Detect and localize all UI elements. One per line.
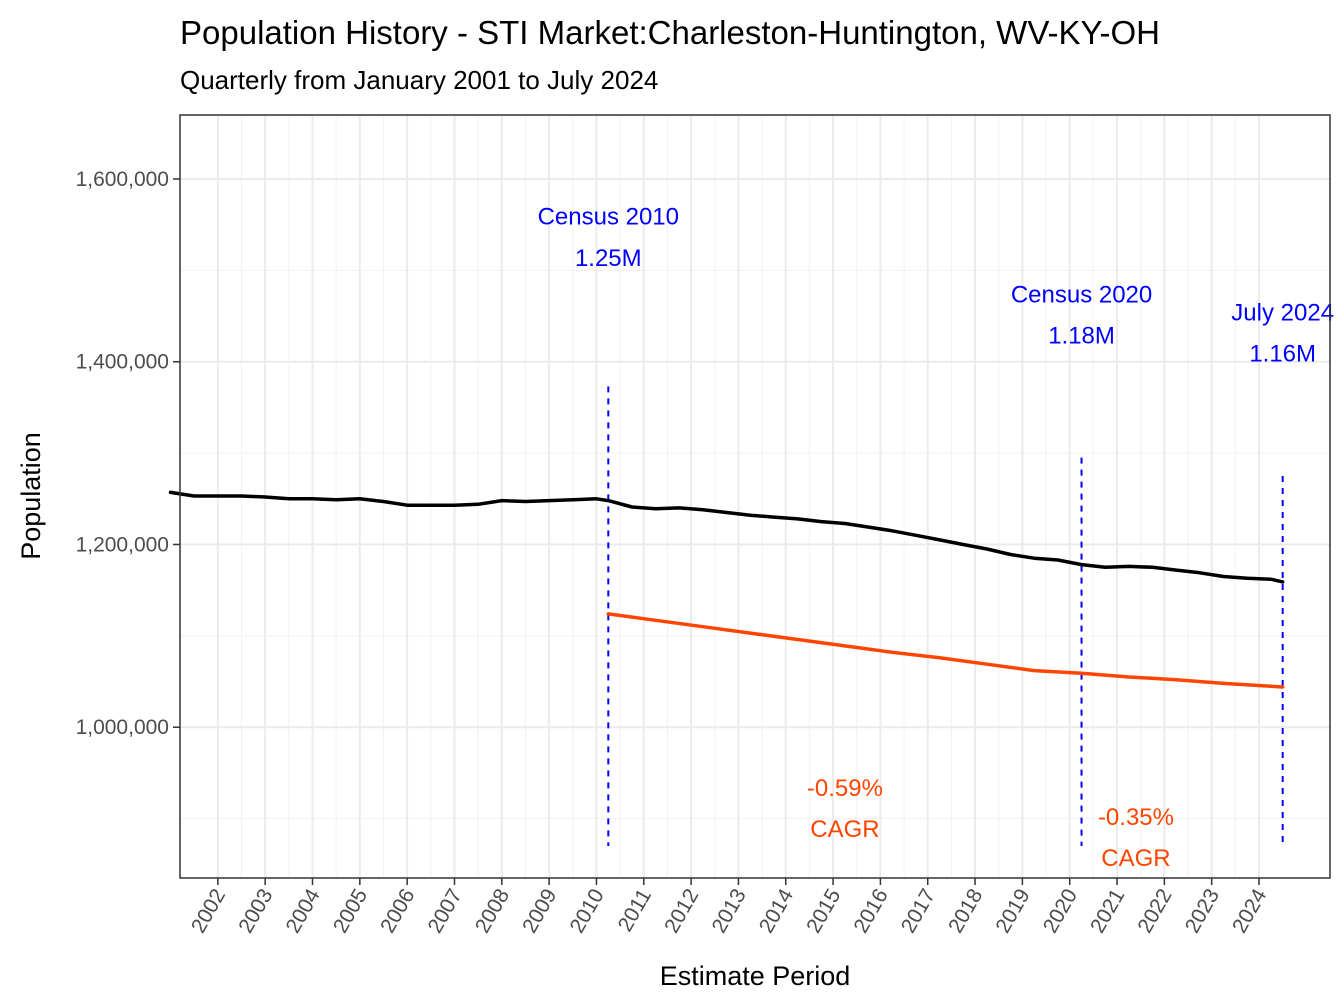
annotations: Census 2010 1.25M Census 2020 1.18M July 202… [538, 204, 1334, 872]
x-tick-label: 2021 [1086, 885, 1129, 937]
y-tick-label: 1,000,000 [76, 716, 169, 739]
series-line [606, 612, 1285, 689]
chart-title: Population History - STI Market:Charlest… [180, 14, 1160, 51]
plot-background [180, 115, 1330, 878]
x-tick-label: 2022 [1133, 885, 1176, 937]
reference-lines [607, 386, 1284, 847]
x-tick-label: 2017 [897, 885, 940, 937]
x-tick-label: 2020 [1039, 885, 1082, 937]
annotation-value: 1.25M [575, 245, 642, 272]
x-tick-label: 2015 [802, 885, 845, 937]
x-tick-label: 2009 [518, 885, 561, 937]
x-tick-label: 2024 [1228, 885, 1271, 937]
x-tick-label: 2005 [329, 885, 372, 937]
y-axis: 1,000,000 1,200,000 1,400,000 1,600,000 [76, 168, 180, 739]
x-tick-label: 2012 [660, 885, 703, 937]
annotation-value: CAGR [1101, 845, 1170, 872]
annotation-value: 1.18M [1048, 322, 1115, 349]
annotation-label: July 2024 [1231, 300, 1334, 327]
x-axis: 2002 2003 2004 2005 2006 2007 2008 2009 2010 2011… [187, 878, 1272, 937]
x-tick-label: 2013 [707, 885, 750, 937]
grid-minor [180, 115, 1330, 878]
x-tick-label: 2016 [849, 885, 892, 937]
x-tick-label: 2007 [424, 885, 467, 937]
chart-subtitle: Quarterly from January 2001 to July 2024 [180, 65, 658, 95]
x-tick-label: 2018 [944, 885, 987, 937]
x-tick-label: 2023 [1181, 885, 1224, 937]
x-tick-label: 2004 [282, 885, 325, 937]
series-line [168, 490, 1285, 584]
plot-border [179, 114, 1331, 879]
annotation-label: -0.35% [1098, 804, 1174, 831]
series-lines [168, 490, 1285, 689]
annotation-label: -0.59% [807, 775, 883, 802]
y-axis-title: Population [16, 432, 46, 560]
x-tick-label: 2003 [234, 885, 277, 937]
x-tick-label: 2008 [471, 885, 514, 937]
x-axis-title: Estimate Period [660, 961, 851, 991]
x-tick-label: 2010 [566, 885, 609, 937]
x-tick-label: 2006 [376, 885, 419, 937]
annotation-label: Census 2010 [538, 204, 679, 231]
y-tick-label: 1,600,000 [76, 168, 169, 191]
x-tick-label: 2011 [614, 885, 657, 936]
x-tick-label: 2019 [991, 885, 1034, 937]
y-tick-label: 1,200,000 [76, 533, 169, 556]
annotation-value: CAGR [810, 816, 879, 843]
annotation-label: Census 2020 [1011, 281, 1152, 308]
x-tick-label: 2002 [187, 885, 230, 937]
y-tick-label: 1,400,000 [76, 351, 169, 374]
annotation-value: 1.16M [1249, 341, 1316, 368]
x-tick-label: 2014 [755, 885, 798, 937]
